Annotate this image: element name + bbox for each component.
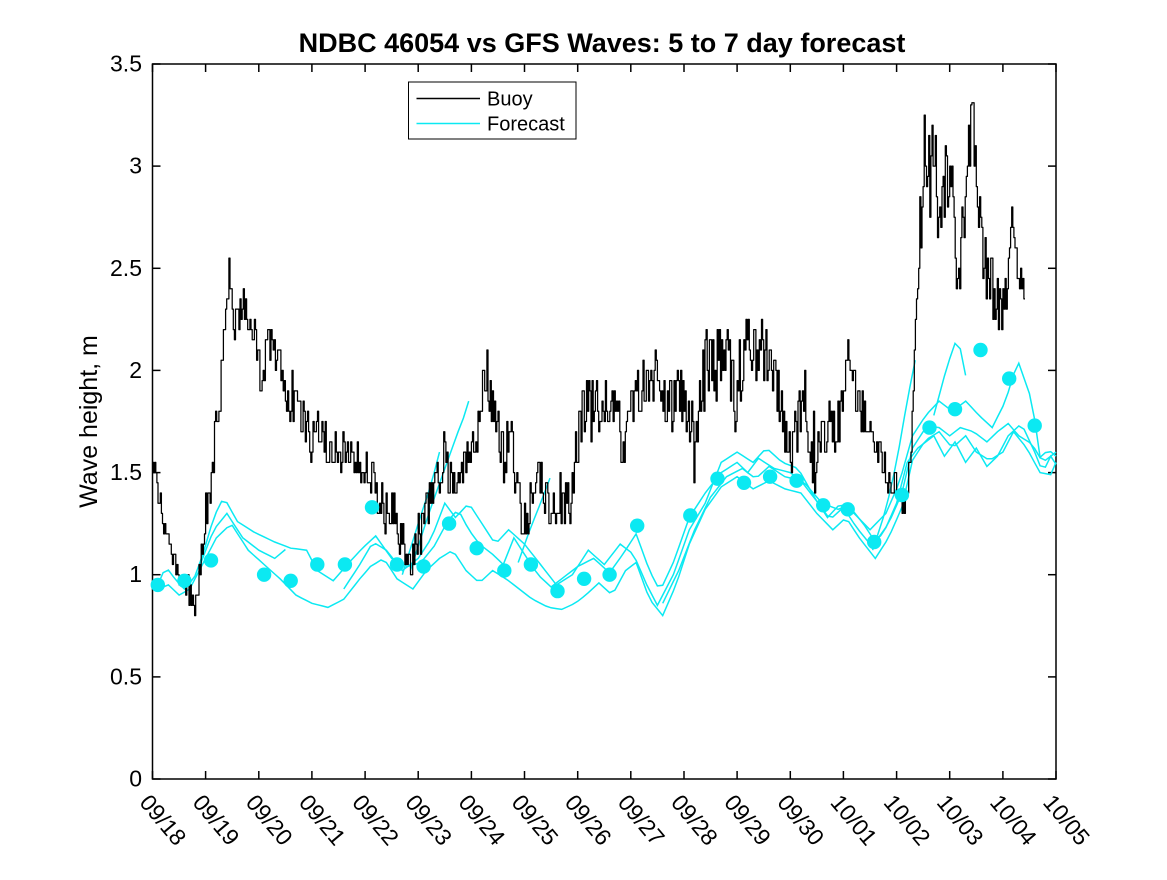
svg-text:0: 0 [129,766,142,792]
svg-text:NDBC 46054 vs GFS Waves: 5 to: NDBC 46054 vs GFS Waves: 5 to 7 day fore… [299,28,906,58]
svg-text:1.5: 1.5 [110,459,142,485]
svg-text:Wave height, m: Wave height, m [75,335,103,508]
svg-text:Buoy: Buoy [487,89,533,111]
svg-text:0.5: 0.5 [110,663,142,689]
svg-text:2: 2 [129,357,142,383]
svg-text:3.5: 3.5 [110,51,142,77]
svg-text:2.5: 2.5 [110,255,142,281]
svg-text:1: 1 [129,561,142,587]
svg-text:3: 3 [129,153,142,179]
svg-text:Forecast: Forecast [487,114,565,136]
